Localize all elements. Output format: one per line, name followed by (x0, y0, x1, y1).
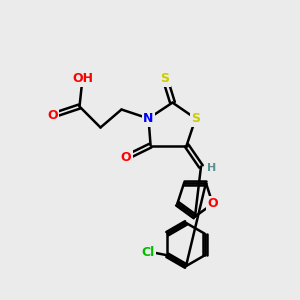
Text: O: O (47, 109, 58, 122)
Text: O: O (207, 197, 218, 210)
Text: O: O (121, 151, 131, 164)
Text: H: H (207, 163, 216, 173)
Text: S: S (191, 112, 200, 125)
Text: N: N (143, 112, 154, 125)
Text: S: S (160, 72, 169, 85)
Text: OH: OH (72, 72, 93, 85)
Text: Cl: Cl (141, 246, 154, 259)
